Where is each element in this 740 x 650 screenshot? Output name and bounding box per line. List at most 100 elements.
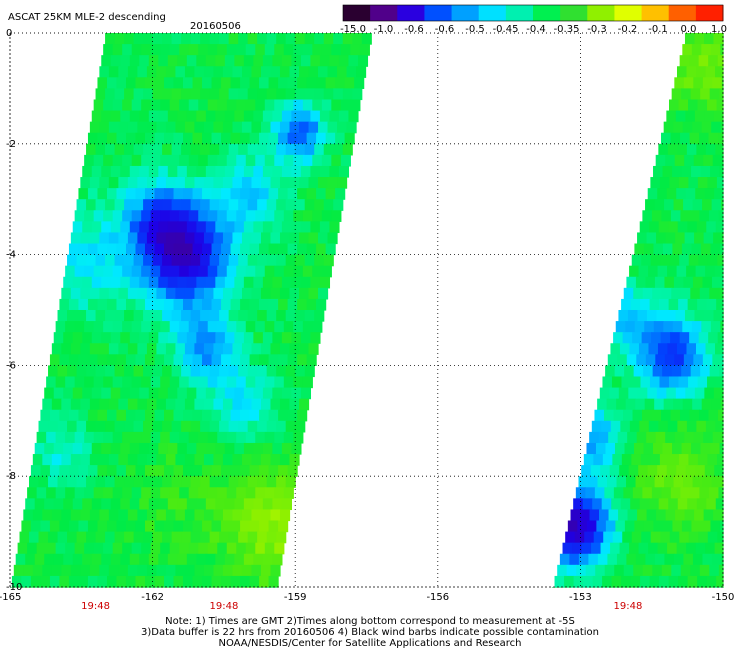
swath-cell [131,321,142,333]
swath-cell [238,88,249,101]
swath-cell [285,199,296,211]
swath-cell [196,332,207,344]
swath-cell [101,55,112,67]
swath-cell [639,221,650,234]
swath-cell [143,199,154,211]
swath-cell [287,132,298,145]
swath-cell [156,177,167,189]
swath-cell [224,387,235,400]
swath-cell [192,132,203,145]
swath-cell [114,88,125,101]
swath-cell [304,199,315,211]
swath-cell [278,243,289,256]
swath-cell [678,575,689,588]
swath-cell [230,520,241,533]
swath-cell [251,287,262,300]
swath-cell [247,88,258,101]
swath-cell [78,298,89,311]
swath-cell [243,442,254,455]
swath-cell [202,354,213,366]
swath-cell [48,420,59,433]
swath-cell [190,33,201,45]
swath-cell [615,520,626,533]
swath-cell [709,88,720,101]
swath-cell [247,199,258,211]
swath-cell [337,177,348,189]
swath-cell [695,542,706,555]
swath-cell [679,55,690,67]
swath-cell [259,520,270,533]
swath-cell [634,520,645,533]
swath-cell [700,442,711,455]
swath-cell [234,498,245,511]
swath-cell [137,66,148,78]
swath-cell [188,431,199,444]
swath-cell [635,553,647,566]
swath-cell [681,243,693,256]
swath-cell [124,254,135,267]
swath-cell [696,143,707,156]
swath-cell [687,498,698,511]
swath-cell [213,564,224,577]
swath-cell [59,520,70,533]
swath-cell [665,431,676,444]
swath-cell [671,564,682,577]
swath-cell [597,553,608,566]
swath-cell [234,387,245,400]
swath-cell [667,542,678,555]
swath-cell [179,99,190,112]
swath-cell [257,476,268,488]
swath-cell [59,354,70,366]
swath-cell [67,254,78,267]
swath-cell [718,564,724,577]
swath-cell [228,199,239,211]
swath-cell [86,420,97,433]
swath-cell [671,365,682,378]
swath-cell [633,287,644,300]
swath-cell [688,177,699,189]
swath-cell [78,409,89,422]
swath-cell [97,132,108,145]
swath-cell [318,177,329,189]
swath-cell [323,143,334,156]
swath-cell [89,121,100,134]
swath-cell [42,564,53,577]
swath-cell [692,398,703,411]
swath-cell [146,343,158,355]
swath-cell [194,121,205,134]
swath-cell [230,298,241,311]
swath-cell [636,354,647,366]
swath-cell [146,398,158,411]
swath-cell [705,265,716,278]
swath-cell [708,55,719,67]
swath-cell [274,154,285,167]
swath-cell [703,431,714,444]
swath-cell [51,398,62,411]
swath-cell [274,265,285,278]
swath-cell [577,520,588,533]
swath-cell [80,287,91,300]
swath-cell [203,121,215,134]
swath-cell [148,165,159,178]
swath-cell [329,110,340,123]
swath-cell [692,121,703,134]
swath-cell [669,454,680,466]
swath-cell [222,121,234,134]
swath-cell [68,520,80,533]
swath-cell [44,442,55,455]
swath-cell [78,465,89,477]
x-tick-label: -162 [141,592,164,603]
swath-cell [723,33,724,45]
swath-cell [573,498,584,511]
swath-cell [684,310,696,322]
swath-cell [78,243,89,256]
swath-cell [663,321,674,333]
swath-cell [624,520,635,533]
swath-cell [148,387,159,400]
swath-cell [203,343,215,355]
swath-cell [146,564,158,577]
swath-cell [68,243,80,256]
swath-cell [232,121,243,134]
swath-cell [710,44,721,56]
swath-cell [162,199,173,211]
